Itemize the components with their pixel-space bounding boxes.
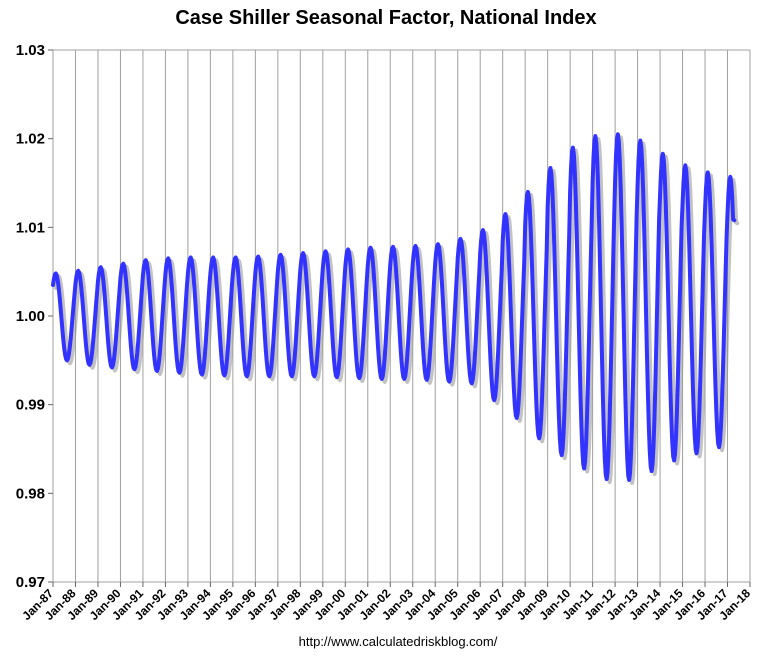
y-tick-label: 0.97 [16,574,45,591]
series-line [51,132,737,482]
y-tick-label: 1.00 [16,308,45,325]
y-tick-label: 0.99 [16,397,45,414]
y-tick-label: 1.03 [16,42,45,59]
y-tick-label: 1.02 [16,131,45,148]
chart-title: Case Shiller Seasonal Factor, National I… [175,7,596,29]
source-credit: http://www.calculatedriskblog.com/ [299,634,498,649]
plot-area [51,132,740,485]
y-tick-label: 1.01 [16,219,45,236]
y-tick-label: 0.98 [16,485,45,502]
y-axis-ticks: 0.97 0.98 0.99 1.00 1.01 1.02 1.03 [16,42,53,591]
x-axis-ticks: Jan-87Jan-88Jan-89Jan-90Jan-91Jan-92Jan-… [19,582,753,623]
